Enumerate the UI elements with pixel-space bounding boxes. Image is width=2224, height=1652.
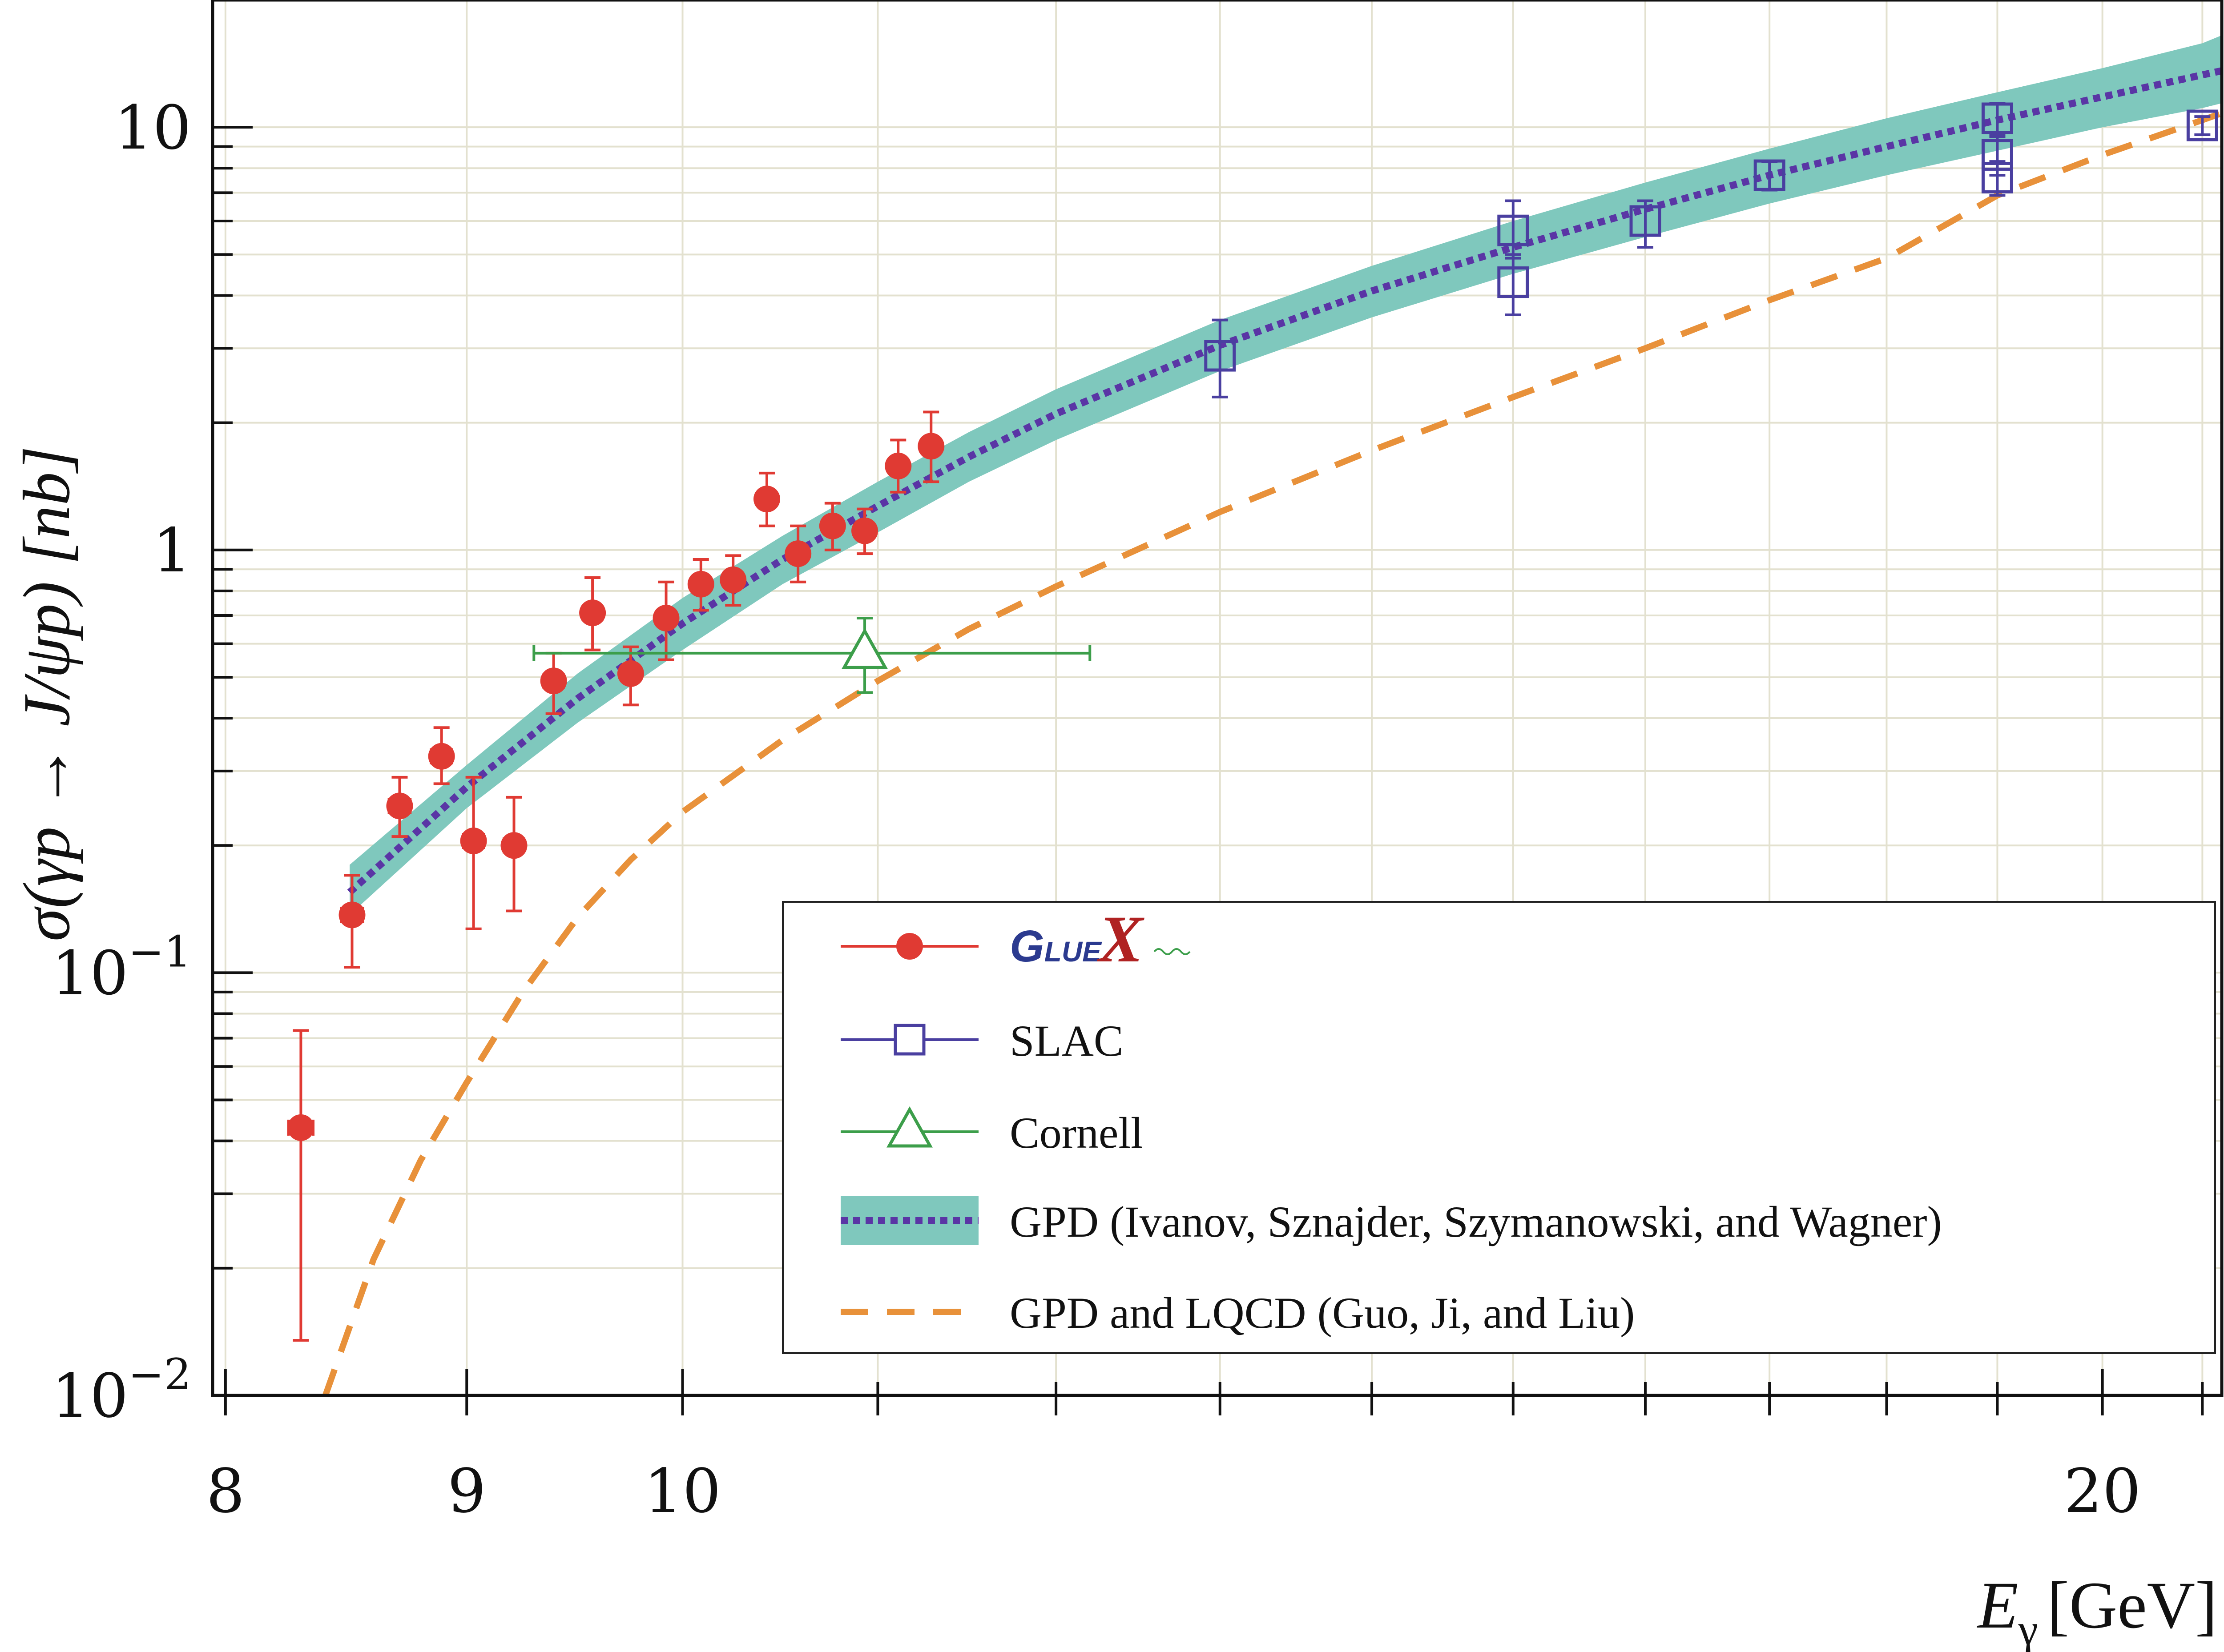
y-tick-label-base: 10 — [51, 1361, 128, 1431]
y-tick-label-exponent: −2 — [128, 1350, 191, 1399]
gluex-point — [885, 452, 912, 479]
legend-label: GPD (Ivanov, Sznajder, Szymanowski, and … — [1010, 1197, 1942, 1246]
gluex-point — [500, 832, 528, 859]
slac-point — [1497, 214, 1529, 246]
legend-marker — [894, 1024, 926, 1056]
series-cornell — [532, 616, 1092, 694]
legend: GLUEX SLAC Cornell GPD (Ivanov, Sznajder, S… — [782, 901, 2216, 1354]
legend-item-gpd: GPD (Ivanov, Sznajder, Szymanowski, and … — [841, 1196, 1942, 1246]
gpd-band-layer — [350, 35, 2222, 915]
legend-label: GPD and LQCD (Guo, Ji, and Liu) — [1010, 1288, 1635, 1338]
x-tick-label: 10 — [644, 1456, 721, 1527]
gluex-point — [851, 517, 878, 544]
gluex-point — [918, 433, 945, 460]
gpd-band — [350, 35, 2222, 915]
legend-marker — [886, 1106, 933, 1148]
x-axis-title-unit: [GeV] — [2047, 1568, 2217, 1642]
cornell-point — [842, 627, 888, 669]
gluex-point — [653, 604, 680, 631]
gluex-point — [579, 599, 606, 627]
slac-point — [1753, 159, 1785, 191]
y-tick-label: 10−1 — [51, 927, 191, 1009]
legend-marker — [896, 933, 923, 960]
x-axis-title: Eγ [GeV] — [1977, 1568, 2217, 1652]
y-tick-label-exponent: −1 — [128, 927, 191, 977]
slac-point — [2186, 109, 2218, 141]
slac-point — [1629, 205, 1661, 237]
data-points-layer — [287, 102, 2218, 1342]
y-tick-label-base: 10 — [51, 938, 128, 1009]
legend-label: SLAC — [1010, 1016, 1124, 1065]
x-axis-title-sub: γ — [2018, 1605, 2038, 1652]
y-tick-label: 10 — [114, 93, 191, 163]
legend-item-slac: SLAC — [841, 1016, 1124, 1065]
slac-point — [1204, 340, 1236, 372]
gluex-logo-g: G — [1010, 921, 1044, 971]
slac-point — [1497, 266, 1529, 298]
legend-item-cornell: Cornell — [841, 1106, 1143, 1158]
gluex-point — [287, 1114, 314, 1141]
gluex-logo: GLUEX — [1010, 902, 1145, 976]
gluex-point — [617, 660, 644, 687]
curve-layer — [322, 67, 2222, 1395]
legend-item-gluex: GLUEX — [841, 902, 1191, 976]
y-tick-label: 1 — [153, 516, 191, 586]
lqcd-curve — [322, 110, 2222, 1395]
plot-frame — [211, 0, 2224, 1397]
gluex-logo-lue: LUE — [1044, 936, 1102, 968]
gluex-point — [428, 743, 455, 770]
legend-item-gpd: GPD and LQCD (Guo, Ji, and Liu) — [841, 1288, 1635, 1338]
gluex-point — [687, 571, 714, 598]
gluex-point — [540, 667, 567, 695]
legend-box — [782, 901, 2216, 1354]
x-axis-title-main: E — [1977, 1568, 2019, 1642]
series-gluex — [287, 410, 945, 1342]
gluex-point — [386, 792, 413, 820]
gluex-point — [753, 486, 780, 513]
gluex-logo-x: X — [1097, 902, 1145, 976]
x-tick-label: 9 — [447, 1456, 486, 1527]
gluex-point — [720, 566, 747, 593]
gluex-point — [460, 828, 487, 855]
legend-label: Cornell — [1010, 1108, 1143, 1158]
series-slac — [1204, 102, 2218, 398]
y-tick-label: 10−2 — [51, 1350, 191, 1431]
y-tick-label-base: 1 — [153, 516, 191, 586]
x-tick-label: 8 — [206, 1456, 245, 1527]
y-tick-label-base: 10 — [114, 93, 191, 163]
x-tick-label: 20 — [2064, 1456, 2141, 1527]
gluex-point — [785, 540, 812, 567]
slac-point — [1981, 161, 2013, 193]
gpd-curve — [347, 67, 2222, 895]
gluex-point — [338, 901, 366, 928]
slac-point — [1981, 102, 2013, 134]
y-axis-title: σ(γp → J/ψp) [nb] — [10, 446, 84, 941]
gluex-logo-wave-icon — [1153, 948, 1191, 955]
gluex-point — [819, 512, 846, 539]
